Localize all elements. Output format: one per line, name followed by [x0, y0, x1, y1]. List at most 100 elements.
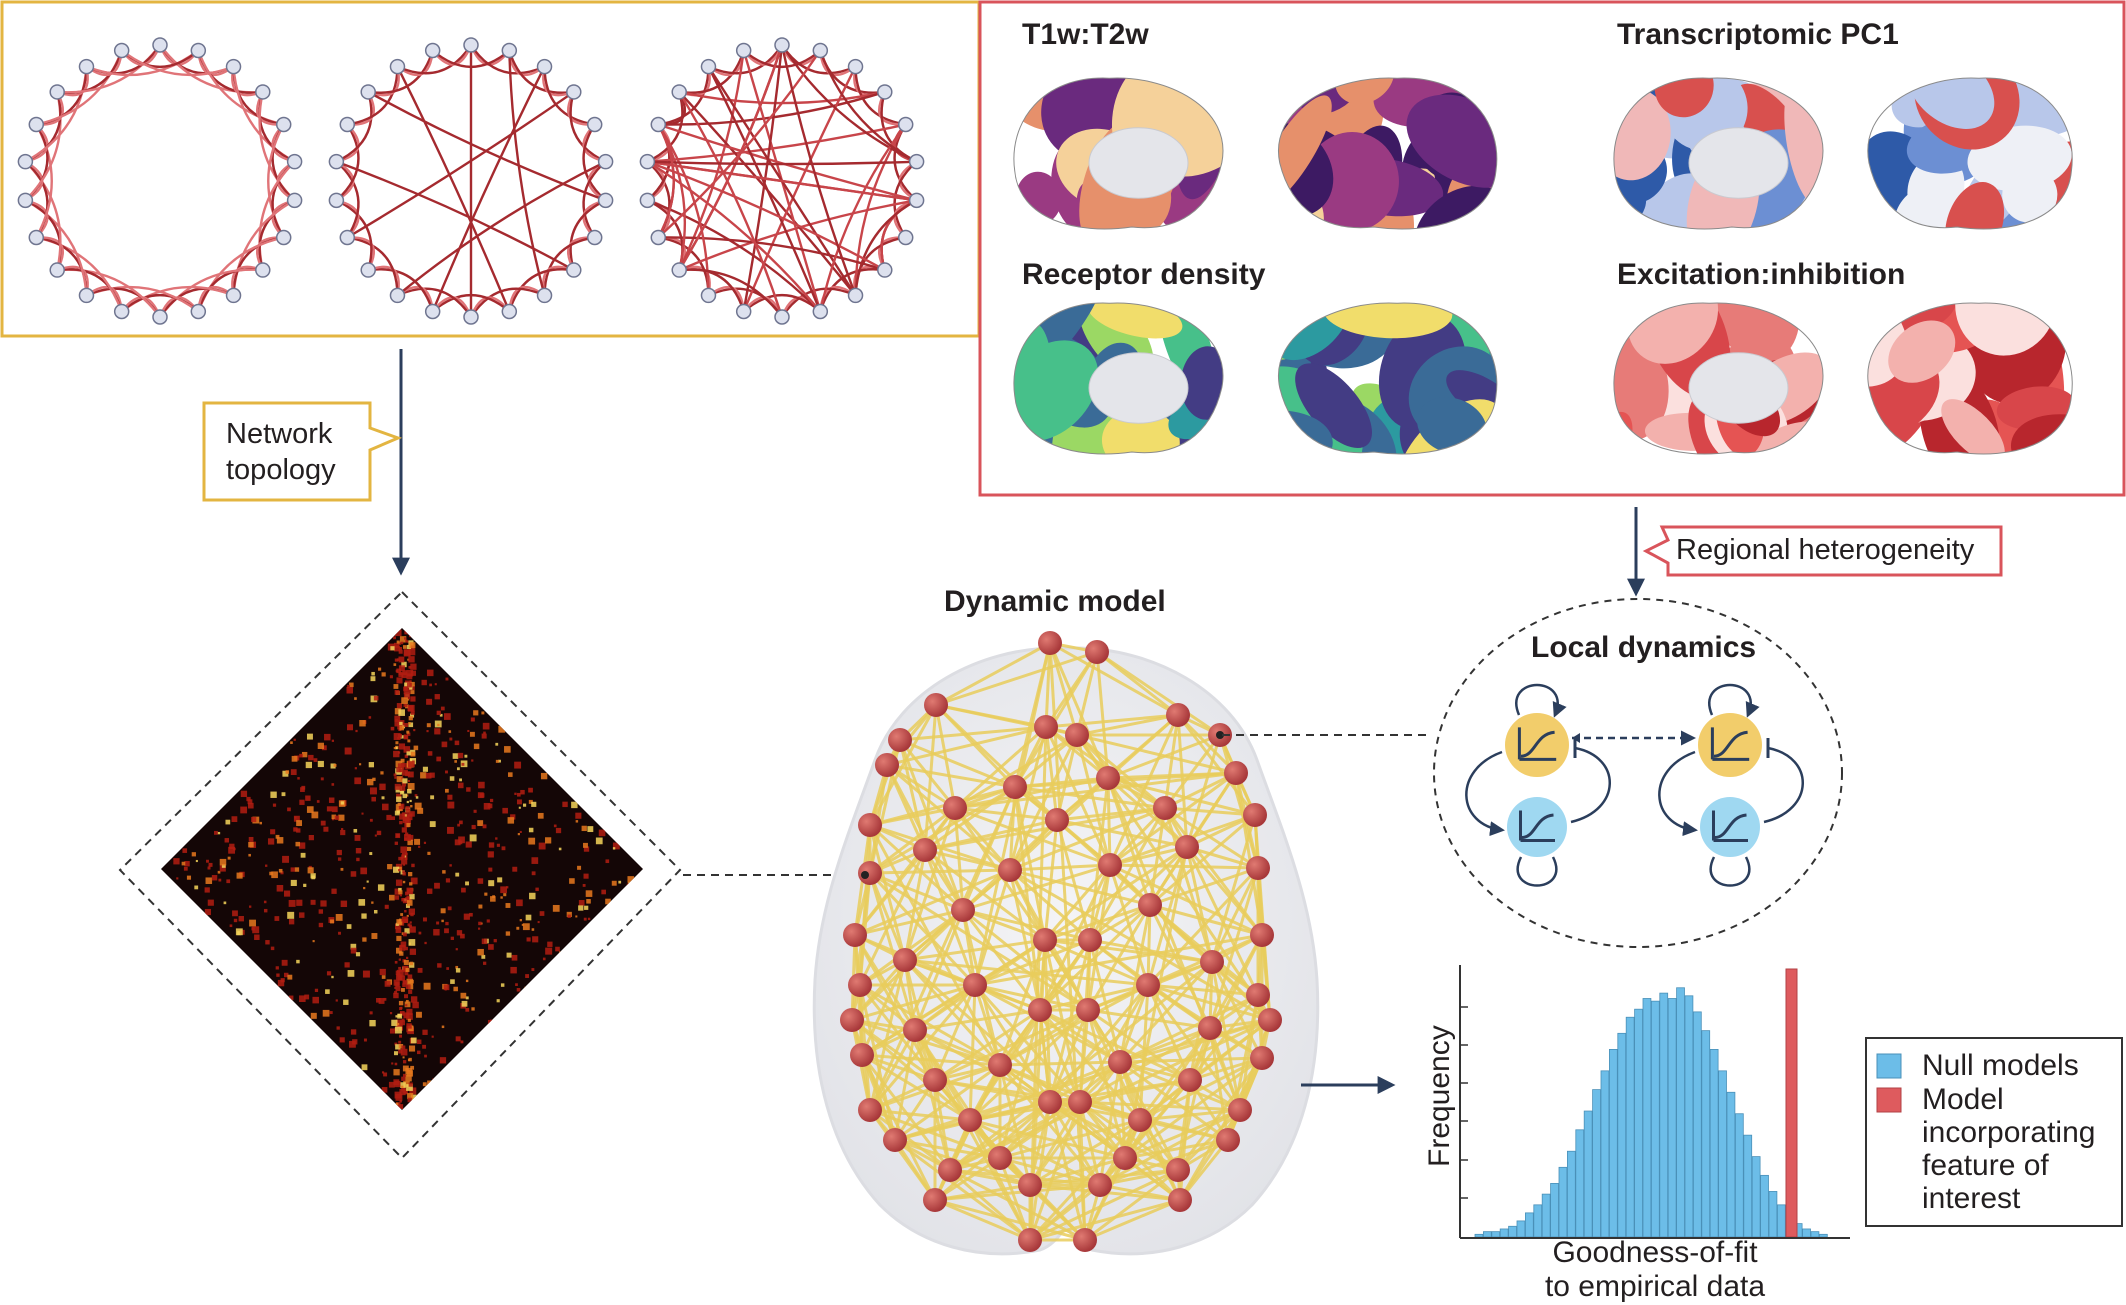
- structural-connection: [1029, 1198, 1181, 1242]
- matrix-cell: [399, 636, 407, 643]
- graph-edge: [347, 236, 399, 296]
- matrix-cell: [510, 814, 516, 820]
- graph-node: [113, 303, 130, 320]
- brain-region-node: [1178, 1068, 1202, 1092]
- graph-edge: [647, 160, 917, 166]
- matrix-cell: [369, 1011, 373, 1015]
- structural-connection: [969, 1118, 1101, 1187]
- graph-node: [255, 262, 271, 278]
- brain-region-node: [858, 813, 882, 837]
- matrix-cell: [401, 1018, 405, 1022]
- matrix-cell: [248, 853, 251, 857]
- matrix-cell: [443, 984, 450, 991]
- matrix-cell: [410, 690, 415, 695]
- matrix-cell: [399, 1100, 402, 1103]
- structural-connection: [858, 984, 897, 1141]
- medial-wall: [1088, 127, 1189, 199]
- excitation-to-inhibition: [1465, 750, 1505, 837]
- matrix-cell: [450, 936, 454, 940]
- graph-edge: [657, 123, 675, 239]
- matrix-cell: [408, 924, 412, 928]
- graph-edge: [57, 44, 161, 94]
- matrix-cell: [395, 741, 399, 745]
- matrix-cell: [390, 646, 395, 651]
- structural-connection: [1056, 818, 1188, 849]
- matrix-cell: [531, 871, 536, 876]
- structural-connection: [999, 1118, 1141, 1160]
- structural-connection: [1176, 1108, 1242, 1172]
- null-model-bar: [1541, 1193, 1551, 1238]
- structural-connection: [869, 1108, 971, 1122]
- matrix-cell: [219, 858, 227, 866]
- matrix-cell: [338, 931, 341, 935]
- matrix-cell: [317, 742, 324, 750]
- structural-connection: [934, 1008, 1089, 1082]
- brain-region-node: [875, 753, 899, 777]
- matrix-cell: [408, 656, 415, 663]
- brain-region-node: [1038, 1090, 1062, 1114]
- matrix-cell: [439, 1057, 447, 1064]
- matrix-cell: [398, 856, 402, 861]
- matrix-cell: [400, 1020, 405, 1026]
- graph-node: [566, 262, 582, 278]
- matrix-cell: [434, 694, 440, 700]
- matrix-cell: [627, 876, 635, 883]
- matrix-cell: [318, 909, 324, 914]
- matrix-cell: [191, 852, 196, 857]
- structural-connection: [962, 863, 1111, 912]
- graph-node: [424, 42, 441, 59]
- matrix-cell: [227, 856, 231, 860]
- matrix-cell: [532, 936, 539, 943]
- cortical-parcel: [1907, 77, 1995, 129]
- cortical-parcel: [1945, 182, 2005, 229]
- matrix-cell: [390, 726, 395, 731]
- brain-region-node: [1138, 893, 1162, 917]
- matrix-cell: [398, 646, 402, 651]
- matrix-cell: [290, 741, 293, 745]
- matrix-cell: [308, 754, 314, 761]
- matrix-cell: [394, 776, 397, 779]
- brain-region-node: [951, 898, 975, 922]
- structural-connection: [1044, 726, 1059, 821]
- matrix-cell: [409, 948, 417, 955]
- matrix-cell: [340, 900, 348, 908]
- matrix-cell: [575, 820, 579, 823]
- structural-connection: [973, 869, 1012, 986]
- matrix-cell: [481, 938, 488, 945]
- graph-edge: [854, 66, 906, 126]
- matrix-cell: [399, 951, 404, 956]
- matrix-cell: [404, 637, 407, 640]
- matrix-cell: [439, 713, 443, 717]
- matrix-cell: [595, 837, 603, 845]
- structural-connection: [1014, 776, 1109, 789]
- matrix-cell: [407, 682, 412, 688]
- matrix-cell: [414, 838, 421, 845]
- structural-connection: [1178, 1139, 1230, 1201]
- cortical-parcel: [1323, 302, 1453, 339]
- matrix-cell: [299, 995, 306, 1002]
- matrix-cell: [408, 939, 416, 946]
- null-model-bar: [1508, 1225, 1517, 1238]
- brain-region-node: [1250, 1046, 1274, 1070]
- matrix-cell: [373, 909, 378, 914]
- null-model-bar: [1676, 987, 1685, 1238]
- cortical-parcel: [1295, 363, 1372, 449]
- null-model-bar: [1533, 1204, 1543, 1238]
- matrix-cell: [406, 1023, 412, 1029]
- matrix-cell: [426, 730, 429, 733]
- matrix-cell: [406, 887, 414, 895]
- matrix-cell: [228, 846, 236, 854]
- structural-connection: [962, 908, 1046, 942]
- matrix-cell: [311, 875, 316, 880]
- network-topology-panel: [0, 0, 981, 338]
- matrix-cell: [396, 640, 400, 644]
- matrix-cell: [186, 875, 192, 880]
- matrix-cell: [398, 958, 401, 961]
- structural-connection: [851, 983, 976, 1022]
- matrix-cell: [229, 843, 235, 850]
- brain-region-node: [903, 1018, 927, 1042]
- matrix-cell: [449, 864, 452, 867]
- matrix-cell: [402, 670, 408, 676]
- structural-connection: [854, 908, 964, 937]
- inhibition-to-excitation: [1763, 746, 1804, 824]
